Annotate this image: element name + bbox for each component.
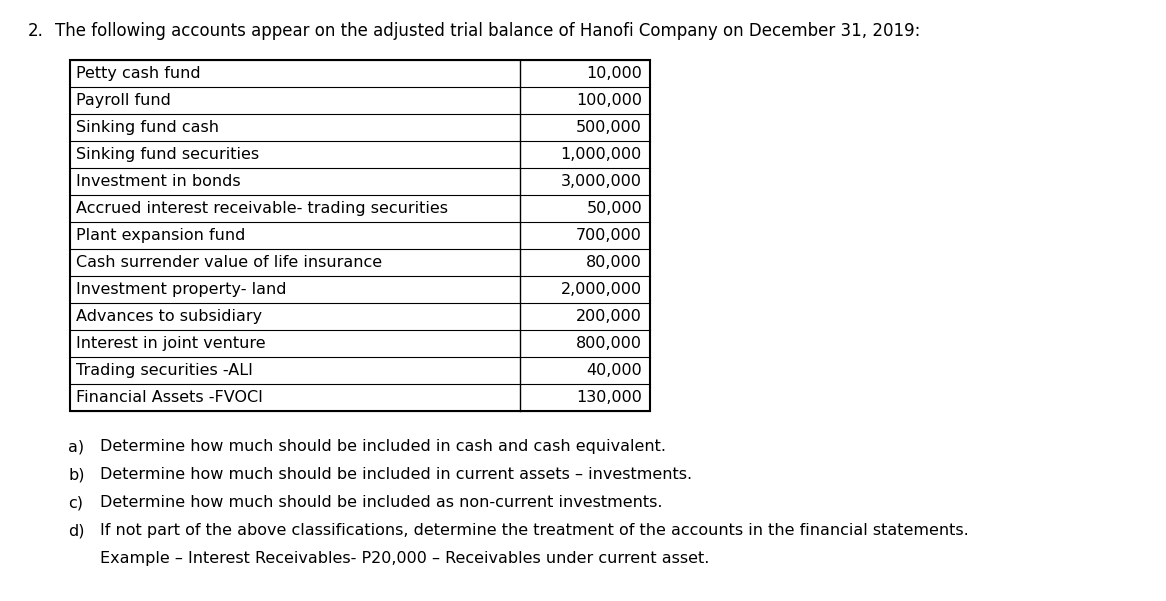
Text: Example – Interest Receivables- P20,000 – Receivables under current asset.: Example – Interest Receivables- P20,000 … — [100, 551, 709, 566]
Text: Investment in bonds: Investment in bonds — [76, 174, 240, 189]
Text: 10,000: 10,000 — [586, 66, 642, 81]
Text: 100,000: 100,000 — [576, 93, 642, 108]
Text: Determine how much should be included in current assets – investments.: Determine how much should be included in… — [100, 467, 693, 482]
Text: If not part of the above classifications, determine the treatment of the account: If not part of the above classifications… — [100, 523, 969, 538]
Text: Financial Assets -FVOCI: Financial Assets -FVOCI — [76, 390, 262, 405]
Text: 200,000: 200,000 — [576, 309, 642, 324]
Text: 1,000,000: 1,000,000 — [561, 147, 642, 162]
Text: b): b) — [68, 467, 84, 482]
Text: Cash surrender value of life insurance: Cash surrender value of life insurance — [76, 255, 382, 270]
Text: d): d) — [68, 523, 84, 538]
Text: Payroll fund: Payroll fund — [76, 93, 171, 108]
Text: Sinking fund cash: Sinking fund cash — [76, 120, 219, 135]
Text: 130,000: 130,000 — [576, 390, 642, 405]
Text: 2,000,000: 2,000,000 — [561, 282, 642, 297]
Bar — [70, 60, 649, 411]
Text: 700,000: 700,000 — [576, 228, 642, 243]
Text: Sinking fund securities: Sinking fund securities — [76, 147, 259, 162]
Text: Trading securities -ALI: Trading securities -ALI — [76, 363, 253, 378]
Text: 800,000: 800,000 — [576, 336, 642, 351]
Text: 500,000: 500,000 — [576, 120, 642, 135]
Text: Accrued interest receivable- trading securities: Accrued interest receivable- trading sec… — [76, 201, 448, 216]
Text: Determine how much should be included as non-current investments.: Determine how much should be included as… — [100, 495, 662, 510]
Text: 3,000,000: 3,000,000 — [561, 174, 642, 189]
Text: Investment property- land: Investment property- land — [76, 282, 287, 297]
Text: Petty cash fund: Petty cash fund — [76, 66, 201, 81]
Text: 40,000: 40,000 — [586, 363, 642, 378]
Text: Advances to subsidiary: Advances to subsidiary — [76, 309, 262, 324]
Text: 2.: 2. — [28, 22, 44, 40]
Text: Plant expansion fund: Plant expansion fund — [76, 228, 245, 243]
Text: 50,000: 50,000 — [586, 201, 642, 216]
Text: 80,000: 80,000 — [586, 255, 642, 270]
Text: a): a) — [68, 439, 84, 454]
Text: Determine how much should be included in cash and cash equivalent.: Determine how much should be included in… — [100, 439, 666, 454]
Text: c): c) — [68, 495, 83, 510]
Text: Interest in joint venture: Interest in joint venture — [76, 336, 266, 351]
Text: The following accounts appear on the adjusted trial balance of Hanofi Company on: The following accounts appear on the adj… — [55, 22, 920, 40]
